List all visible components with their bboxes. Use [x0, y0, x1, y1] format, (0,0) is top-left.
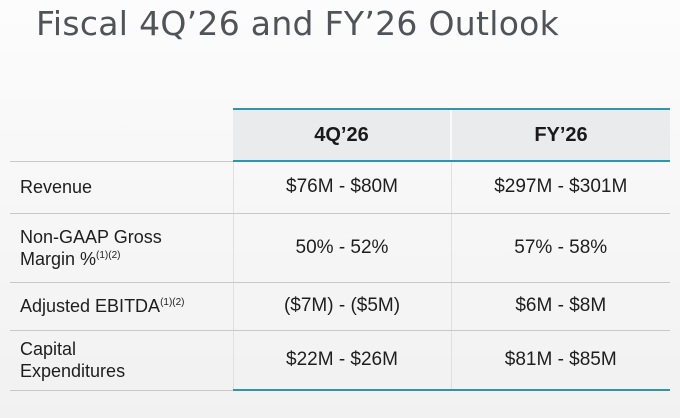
header-corner-cell: [10, 109, 233, 162]
table-row-gross-margin: Non-GAAP Gross Margin %(1)(2) 50% - 52% …: [10, 213, 670, 283]
row-label-text-line2: Expenditures: [20, 361, 126, 381]
cell-revenue-fy26: $297M - $301M: [450, 161, 670, 214]
cell-gross-margin-4q26: 50% - 52%: [232, 213, 451, 283]
cell-capex-4q26: $22M - $26M: [232, 330, 451, 391]
table-row-capex: Capital Expenditures $22M - $26M $81M - …: [10, 330, 670, 391]
row-label-text: Revenue: [20, 177, 93, 197]
table-row-revenue: Revenue $76M - $80M $297M - $301M: [10, 161, 670, 214]
cell-adjusted-ebitda-4q26: ($7M) - ($5M): [232, 282, 451, 331]
row-label-gross-margin: Non-GAAP Gross Margin %(1)(2): [10, 213, 233, 283]
cell-gross-margin-fy26: 57% - 58%: [450, 213, 670, 283]
cell-capex-fy26: $81M - $85M: [450, 330, 670, 391]
outlook-table: 4Q’26 FY’26 Revenue $76M - $80M $297M - …: [10, 108, 670, 391]
footnote-ref: (1)(2): [160, 297, 185, 308]
row-label-capex: Capital Expenditures: [10, 330, 233, 391]
row-label-adjusted-ebitda: Adjusted EBITDA(1)(2): [10, 282, 233, 331]
header-4q26: 4Q’26: [233, 108, 451, 162]
footnote-ref: (1)(2): [96, 249, 121, 261]
table-row-adjusted-ebitda: Adjusted EBITDA(1)(2) ($7M) - ($5M) $6M …: [10, 282, 670, 331]
table-header-row: 4Q’26 FY’26: [10, 108, 670, 162]
cell-adjusted-ebitda-fy26: $6M - $8M: [450, 282, 670, 331]
cell-revenue-4q26: $76M - $80M: [232, 161, 451, 214]
header-fy26: FY’26: [450, 108, 670, 162]
row-label-text: Adjusted EBITDA: [20, 296, 161, 316]
row-label-text: Capital: [20, 339, 77, 359]
row-label-text-line2: Margin %: [20, 248, 97, 269]
row-label-text: Non-GAAP Gross: [20, 226, 162, 247]
page-title: Fiscal 4Q’26 and FY’26 Outlook: [36, 4, 560, 43]
row-label-revenue: Revenue: [10, 161, 233, 214]
